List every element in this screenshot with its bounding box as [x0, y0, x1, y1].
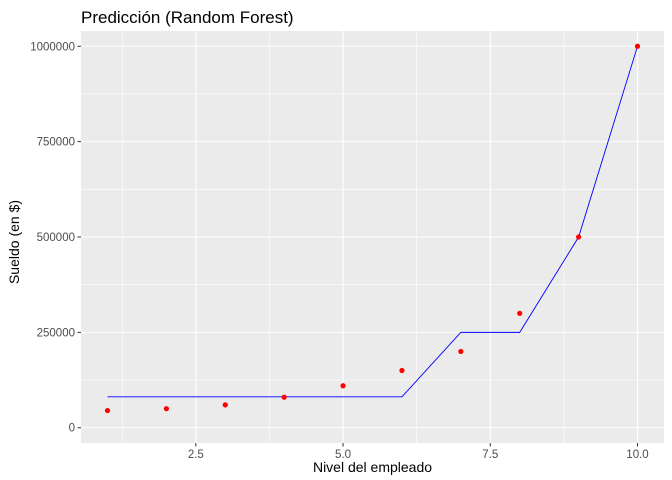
y-axis: 0 250000 500000 750000 1000000 [30, 41, 81, 435]
data-point [163, 406, 169, 412]
series-layer [104, 43, 641, 414]
x-tick-label: 2.5 [188, 449, 204, 461]
y-tick-label: 0 [69, 423, 75, 435]
data-point [517, 310, 523, 316]
x-tick-label: 5.0 [335, 449, 351, 461]
data-point [399, 367, 405, 374]
data-point [576, 234, 582, 240]
y-axis-title: Sueldo (en $) [6, 200, 22, 284]
major-gridlines [81, 31, 664, 443]
chart-title: Predicción (Random Forest) [81, 8, 294, 27]
x-axis-title: Nivel del empleado [313, 459, 432, 475]
data-point [281, 394, 287, 400]
x-tick-label: 10.0 [626, 449, 648, 461]
data-point [222, 402, 228, 408]
data-point [634, 43, 641, 49]
data-point [458, 348, 464, 355]
y-tick-label: 1000000 [30, 41, 75, 53]
y-tick-label: 250000 [37, 327, 75, 339]
x-tick-label: 7.5 [482, 449, 498, 461]
prediction-line [107, 46, 638, 398]
x-axis: 2.5 5.0 7.5 10.0 [188, 443, 649, 461]
y-tick-label: 750000 [37, 137, 75, 149]
data-point [340, 383, 346, 389]
data-point [104, 407, 111, 414]
y-tick-label: 500000 [37, 232, 75, 244]
